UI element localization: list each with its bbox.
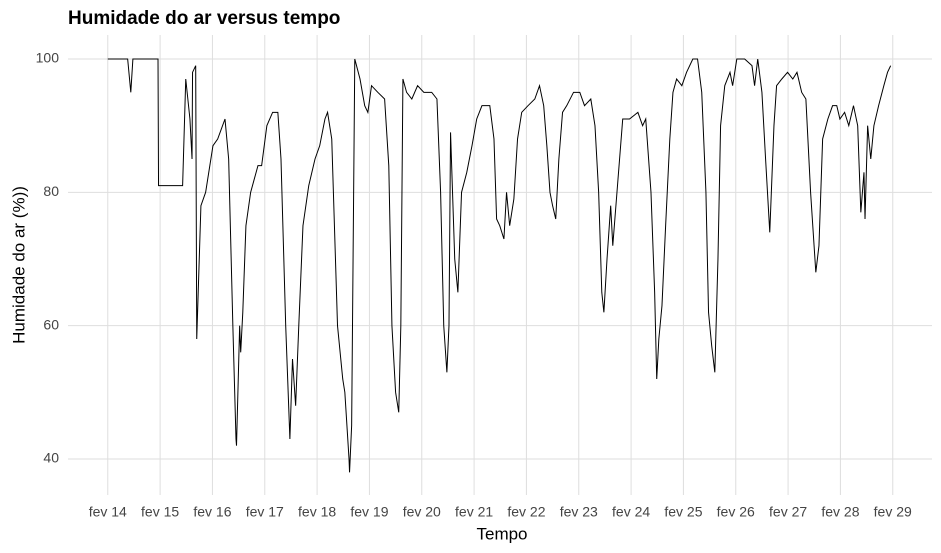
- y-tick-label: 60: [43, 316, 59, 332]
- x-tick-label: fev 27: [769, 504, 807, 520]
- x-axis-label: Tempo: [476, 524, 527, 543]
- x-tick-label: fev 23: [560, 504, 598, 520]
- x-tick-label: fev 21: [455, 504, 493, 520]
- y-tick-label: 80: [43, 183, 59, 199]
- x-tick-label: fev 26: [717, 504, 755, 520]
- x-tick-label: fev 22: [507, 504, 545, 520]
- x-tick-label: fev 20: [403, 504, 441, 520]
- y-axis-label: Humidade do ar (%)): [9, 186, 28, 344]
- y-tick-label: 100: [36, 50, 60, 66]
- grid: [68, 35, 932, 495]
- x-tick-label: fev 25: [664, 504, 702, 520]
- y-tick-label: 40: [43, 450, 59, 466]
- x-tick-label: fev 15: [141, 504, 179, 520]
- x-tick-label: fev 29: [874, 504, 912, 520]
- x-tick-label: fev 28: [821, 504, 859, 520]
- x-tick-label: fev 18: [298, 504, 336, 520]
- x-tick-label: fev 14: [89, 504, 127, 520]
- x-tick-label: fev 19: [350, 504, 388, 520]
- chart-title: Humidade do ar versus tempo: [68, 8, 340, 29]
- x-tick-label: fev 16: [193, 504, 231, 520]
- humidity-line: [107, 58, 892, 473]
- x-tick-label: fev 24: [612, 504, 650, 520]
- x-tick-label: fev 17: [246, 504, 284, 520]
